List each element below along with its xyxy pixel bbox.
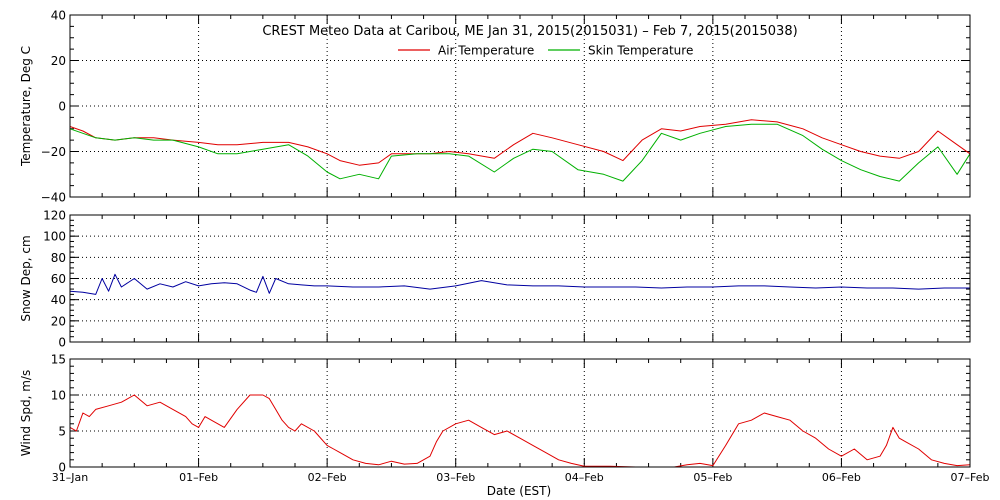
chart-legend: Air Temperature Skin Temperature xyxy=(398,44,693,58)
y-tick-label: 0 xyxy=(58,336,66,350)
panel-1: 40 20 0 −20 −40 Temperature, Deg C xyxy=(19,9,971,205)
series-line-3-1 xyxy=(69,394,971,468)
x-tick-label: 05–Feb xyxy=(693,471,732,484)
x-tick-label: 01–Feb xyxy=(179,471,218,484)
legend-label-air: Air Temperature xyxy=(438,44,534,58)
legend-label-skin: Skin Temperature xyxy=(588,44,693,58)
y-axis-title: Snow Dep, cm xyxy=(19,235,33,321)
y-axis-title: Wind Spd, m/s xyxy=(19,370,33,456)
y-tick-label: 40 xyxy=(51,9,66,23)
y-tick-label: −40 xyxy=(41,191,66,205)
panel-2: 120 100 80 60 40 20 0 Snow Dep, cm xyxy=(19,209,971,350)
x-tick-label: 04–Feb xyxy=(565,471,604,484)
y-tick-label: 0 xyxy=(58,100,66,114)
panel-3: 15 10 5 0 Wind Spd, m/s xyxy=(19,353,971,475)
y-tick-label: 120 xyxy=(43,209,66,223)
series-line-1-2 xyxy=(69,123,971,182)
plot-frame xyxy=(69,14,971,198)
x-axis-title: Date (EST) xyxy=(487,484,551,498)
series-line-1-1 xyxy=(69,119,971,166)
y-tick-label: 60 xyxy=(51,272,66,286)
y-tick-label: 100 xyxy=(43,230,66,244)
y-axis-title: Temperature, Deg C xyxy=(19,46,33,167)
x-tick-label: 02–Feb xyxy=(308,471,347,484)
y-tick-label: 5 xyxy=(58,425,66,439)
y-tick-label: 15 xyxy=(51,353,66,367)
x-tick-label: 31–Jan xyxy=(52,471,88,484)
y-tick-label: 20 xyxy=(51,54,66,68)
x-tick-label: 07–Feb xyxy=(951,471,990,484)
y-tick-label: 10 xyxy=(51,389,66,403)
series-line-2-1 xyxy=(69,273,970,295)
y-tick-label: 80 xyxy=(51,251,66,265)
y-tick-label: 20 xyxy=(51,314,66,328)
x-tick-label: 03–Feb xyxy=(436,471,475,484)
plot-frame xyxy=(69,214,971,343)
x-tick-label: 06–Feb xyxy=(822,471,861,484)
y-tick-label: −20 xyxy=(41,145,66,159)
y-tick-label: 0 xyxy=(58,461,66,475)
chart-title: CREST Meteo Data at Caribou, ME Jan 31, … xyxy=(262,24,797,39)
y-tick-label: 40 xyxy=(51,293,66,307)
plot-frame xyxy=(69,358,971,468)
